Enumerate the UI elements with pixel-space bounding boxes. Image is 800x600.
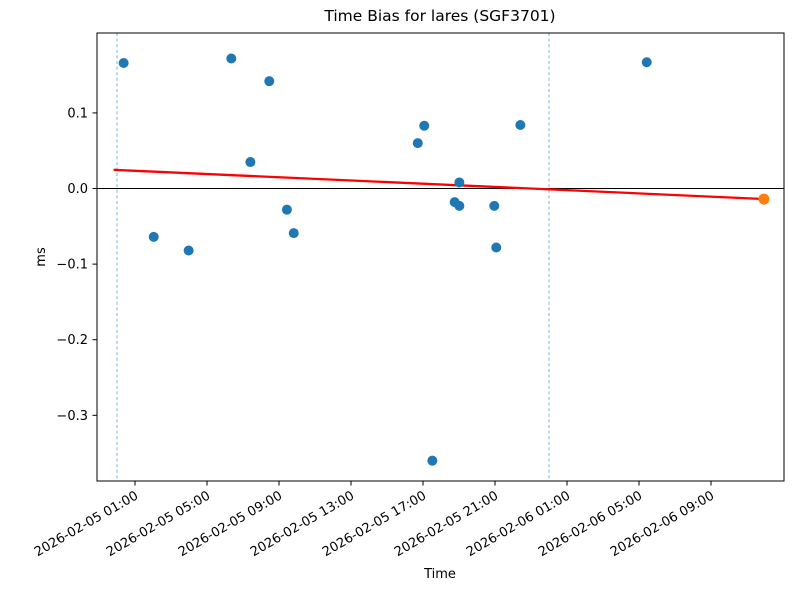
observed-bias-point: [427, 455, 438, 466]
y-tick-label: −0.3: [56, 409, 88, 424]
trend-line: [113, 168, 764, 201]
observed-bias-point: [281, 204, 292, 215]
observed-bias-point: [288, 228, 299, 239]
observed-bias-point: [489, 200, 500, 211]
observed-bias-point: [148, 231, 159, 242]
observed-bias-point: [419, 120, 430, 131]
observed-bias-point: [454, 177, 465, 188]
observed-bias-point: [515, 120, 526, 131]
observed-bias-point: [118, 58, 129, 69]
observed-bias-point: [412, 138, 423, 149]
observed-bias-point: [454, 200, 465, 211]
chart-title: Time Bias for lares (SGF3701): [323, 7, 555, 25]
y-tick-label: −0.2: [56, 333, 88, 348]
observed-bias-point: [245, 157, 256, 168]
observed-bias-point: [226, 53, 237, 64]
observed-bias-point: [183, 245, 194, 256]
predicted-bias-point: [758, 193, 770, 205]
plot-border: [96, 32, 785, 482]
observed-bias-point: [491, 242, 502, 253]
y-tick-label: −0.1: [56, 258, 88, 273]
y-tick-label: 0.0: [67, 182, 88, 197]
observed-bias-point: [641, 57, 652, 68]
observed-bias-point: [264, 76, 275, 87]
y-axis-label: ms: [34, 247, 49, 267]
x-axis-label: Time: [423, 567, 456, 582]
y-tick-label: 0.1: [67, 106, 88, 121]
